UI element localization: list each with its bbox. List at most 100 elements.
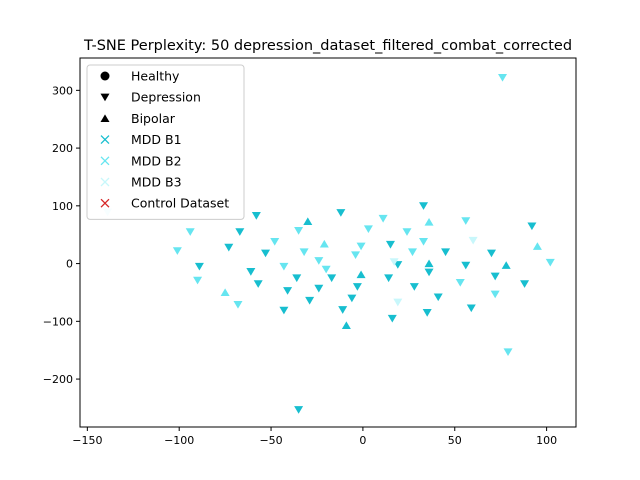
data-point	[356, 242, 366, 251]
data-point	[292, 274, 302, 283]
data-point	[419, 202, 429, 210]
data-point	[363, 225, 373, 233]
x-tick-label: 100	[536, 434, 557, 447]
data-point	[279, 262, 289, 271]
data-point	[303, 217, 313, 226]
data-point	[498, 74, 508, 82]
y-tick-label: 100	[52, 200, 73, 213]
legend-entry: Control Dataset	[100, 196, 229, 211]
chart-title: T-SNE Perplexity: 50 depression_dataset_…	[83, 38, 572, 54]
legend: Healthy Depression Bipolar MDD B1 MDD B2 MDD …	[86, 64, 245, 220]
data-point	[220, 288, 230, 297]
data-point	[279, 306, 289, 315]
data-point	[424, 217, 434, 226]
data-point	[305, 296, 315, 305]
data-point	[461, 217, 471, 225]
data-point	[321, 265, 331, 274]
legend-entry: MDD B2	[100, 153, 182, 168]
legend-marker-x	[100, 198, 110, 208]
data-point	[251, 212, 261, 220]
data-point	[461, 261, 471, 270]
data-point	[389, 258, 399, 266]
data-point	[490, 290, 500, 299]
data-point	[299, 248, 309, 257]
data-point	[441, 248, 451, 257]
y-tick-label: 300	[52, 84, 73, 97]
data-point	[253, 280, 263, 288]
data-point	[409, 283, 419, 291]
plot-frame	[79, 57, 577, 428]
y-tick-label: −200	[43, 373, 73, 386]
data-point	[455, 279, 465, 287]
data-point	[503, 348, 513, 356]
data-point	[261, 249, 271, 258]
legend-marker-circle	[100, 71, 110, 81]
data-point	[327, 274, 337, 283]
legend-entry: Healthy	[100, 69, 180, 84]
data-point	[424, 259, 434, 268]
x-tick-label: −50	[259, 434, 282, 447]
legend-marker-triangle	[100, 93, 110, 102]
data-point	[172, 247, 182, 255]
data-point	[501, 261, 511, 269]
data-point	[532, 242, 542, 250]
legend-marker-x	[100, 177, 110, 187]
data-point	[520, 280, 530, 288]
data-point	[527, 222, 537, 231]
legend-label: Control Dataset	[131, 196, 229, 211]
data-point	[385, 240, 395, 249]
legend-label: Healthy	[131, 69, 180, 84]
legend-label: Bipolar	[131, 111, 176, 126]
legend-entry: MDD B1	[100, 132, 182, 147]
legend-marker-triangle	[100, 114, 110, 122]
data-point	[338, 306, 348, 314]
data-point	[185, 228, 195, 236]
x-tick-label: 50	[448, 434, 462, 447]
legend-marker-x	[100, 135, 110, 145]
data-point	[422, 309, 432, 317]
data-point	[408, 248, 418, 257]
data-point	[378, 214, 388, 223]
data-point	[341, 321, 351, 329]
data-point	[433, 293, 443, 302]
x-tick-label: −100	[164, 434, 194, 447]
legend-label: MDD B1	[131, 132, 182, 147]
plot-points	[103, 74, 555, 414]
y-tick-label: −100	[43, 315, 73, 328]
data-point	[393, 298, 403, 307]
data-point	[490, 272, 500, 281]
data-point	[314, 284, 324, 293]
legend-box	[86, 64, 245, 220]
data-point	[294, 227, 304, 235]
data-point	[224, 243, 234, 252]
data-point	[314, 257, 324, 265]
x-tick-label: −150	[72, 434, 102, 447]
data-point	[545, 258, 555, 267]
legend-marker-x	[100, 156, 110, 166]
y-axis: −200 −100 0 100 200 300	[43, 84, 80, 386]
y-tick-label: 0	[66, 258, 73, 271]
data-point	[356, 270, 366, 279]
data-point	[294, 406, 304, 414]
data-point	[194, 262, 204, 271]
data-point	[419, 238, 429, 246]
data-point	[486, 249, 496, 258]
x-axis: −150 −100 −50 0 50 100	[72, 427, 557, 447]
data-point	[270, 238, 280, 246]
y-tick-label: 200	[52, 142, 73, 155]
legend-entry: Depression	[100, 90, 201, 105]
data-point	[319, 239, 329, 248]
data-point	[347, 294, 357, 303]
data-point	[466, 304, 476, 313]
data-point	[424, 268, 434, 277]
legend-entry: Bipolar	[100, 111, 176, 126]
x-tick-label: 0	[359, 434, 366, 447]
data-point	[193, 276, 203, 285]
legend-label: MDD B3	[131, 175, 182, 190]
legend-label: MDD B2	[131, 153, 182, 168]
legend-entry: MDD B3	[100, 175, 182, 190]
data-point	[402, 228, 412, 236]
data-point	[336, 209, 346, 217]
legend-label: Depression	[131, 90, 201, 105]
